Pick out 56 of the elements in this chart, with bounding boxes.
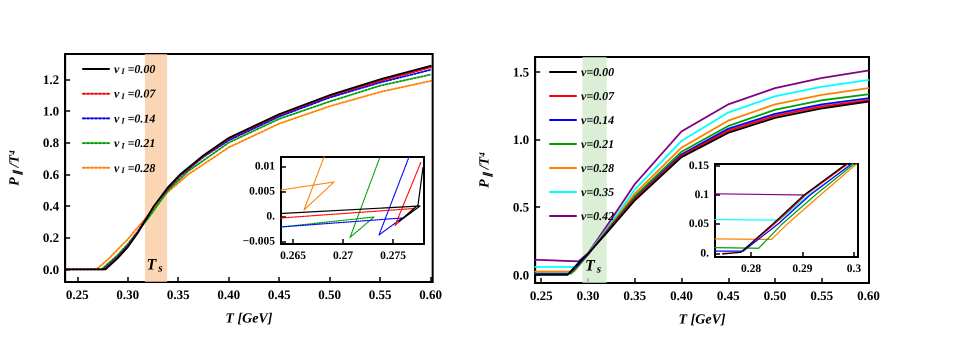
legend-label: v=0.28 — [581, 161, 614, 175]
legend-label: v=0.07 — [581, 89, 616, 103]
x-tick-label: 0.45 — [716, 288, 740, 303]
x-tick-label: 0.55 — [810, 288, 834, 303]
y-tick-label: 0.4 — [42, 198, 60, 214]
y-tick-label: 0. — [266, 210, 276, 222]
x-tick-label: 0.30 — [116, 287, 140, 302]
y-tick-label: 1.0 — [512, 132, 530, 148]
x-tick-label: 0.265 — [280, 250, 306, 262]
legend-label: v=0.35 — [581, 185, 614, 199]
legend-label: v=0.14 — [581, 113, 614, 127]
y-tick-label: 1.5 — [512, 64, 530, 80]
y-axis-title: P∥/T⁴ — [478, 152, 494, 188]
x-axis-title: T [GeV] — [678, 312, 726, 328]
x-tick-label: 0.35 — [623, 288, 647, 303]
y-tick-label: 0.15 — [688, 160, 710, 172]
x-tick-label: 0.50 — [764, 288, 786, 303]
x-tick-label: 0.275 — [380, 250, 406, 262]
x-tick-label: 0.30 — [576, 288, 600, 303]
y-tick-label: 0.0 — [512, 267, 530, 282]
x-tick-label: 0.40 — [217, 287, 240, 302]
legend-label: v=0.21 — [581, 137, 614, 151]
y-tick-label: 0.0 — [42, 262, 60, 277]
y-tick-label: 0.1 — [694, 189, 710, 201]
y-tick-label: 1.2 — [42, 72, 60, 87]
y-tick-label: 0.8 — [42, 135, 60, 150]
x-tick-label: 0.3 — [846, 263, 862, 275]
x-tick-label: 0.45 — [268, 287, 292, 302]
y-tick-label: 0.01 — [254, 160, 276, 172]
legend-label: vI=0.07 — [114, 86, 156, 101]
legend-label: vI=0.28 — [114, 160, 156, 175]
y-tick-label: 1.0 — [42, 104, 60, 118]
x-tick-label: 0.25 — [530, 288, 554, 303]
y-tick-label: 0.5 — [512, 200, 530, 215]
legend-label: vI=0.21 — [114, 136, 156, 150]
x-tick-label: 0.55 — [368, 287, 392, 302]
y-axis-title: P∥/T⁴ — [8, 150, 24, 186]
x-tick-label: 0.60 — [419, 287, 442, 302]
legend-label: v=0.00 — [581, 65, 614, 79]
y-tick-label: 0.005 — [249, 186, 276, 198]
y-tick-label: 0.2 — [42, 230, 60, 246]
x-tick-label: 0.25 — [66, 287, 90, 302]
x-tick-label: 0.35 — [166, 287, 190, 302]
y-tick-label: 0.05 — [688, 218, 710, 230]
x-tick-label: 0.60 — [857, 288, 880, 303]
x-tick-label: 0.27 — [332, 250, 354, 262]
y-tick-label: 0. — [700, 247, 710, 260]
y-tick-label: −0.005 — [242, 236, 276, 248]
x-tick-label: 0.29 — [792, 263, 813, 275]
y-tick-label: 0.6 — [42, 166, 60, 182]
x-axis-title: T [GeV] — [225, 312, 273, 326]
x-tick-label: 0.40 — [670, 288, 693, 303]
legend-label: vI=0.00 — [114, 62, 156, 76]
x-tick-label: 0.50 — [318, 287, 342, 302]
x-tick-label: 0.28 — [740, 263, 762, 275]
legend-label: vI=0.14 — [114, 111, 156, 126]
